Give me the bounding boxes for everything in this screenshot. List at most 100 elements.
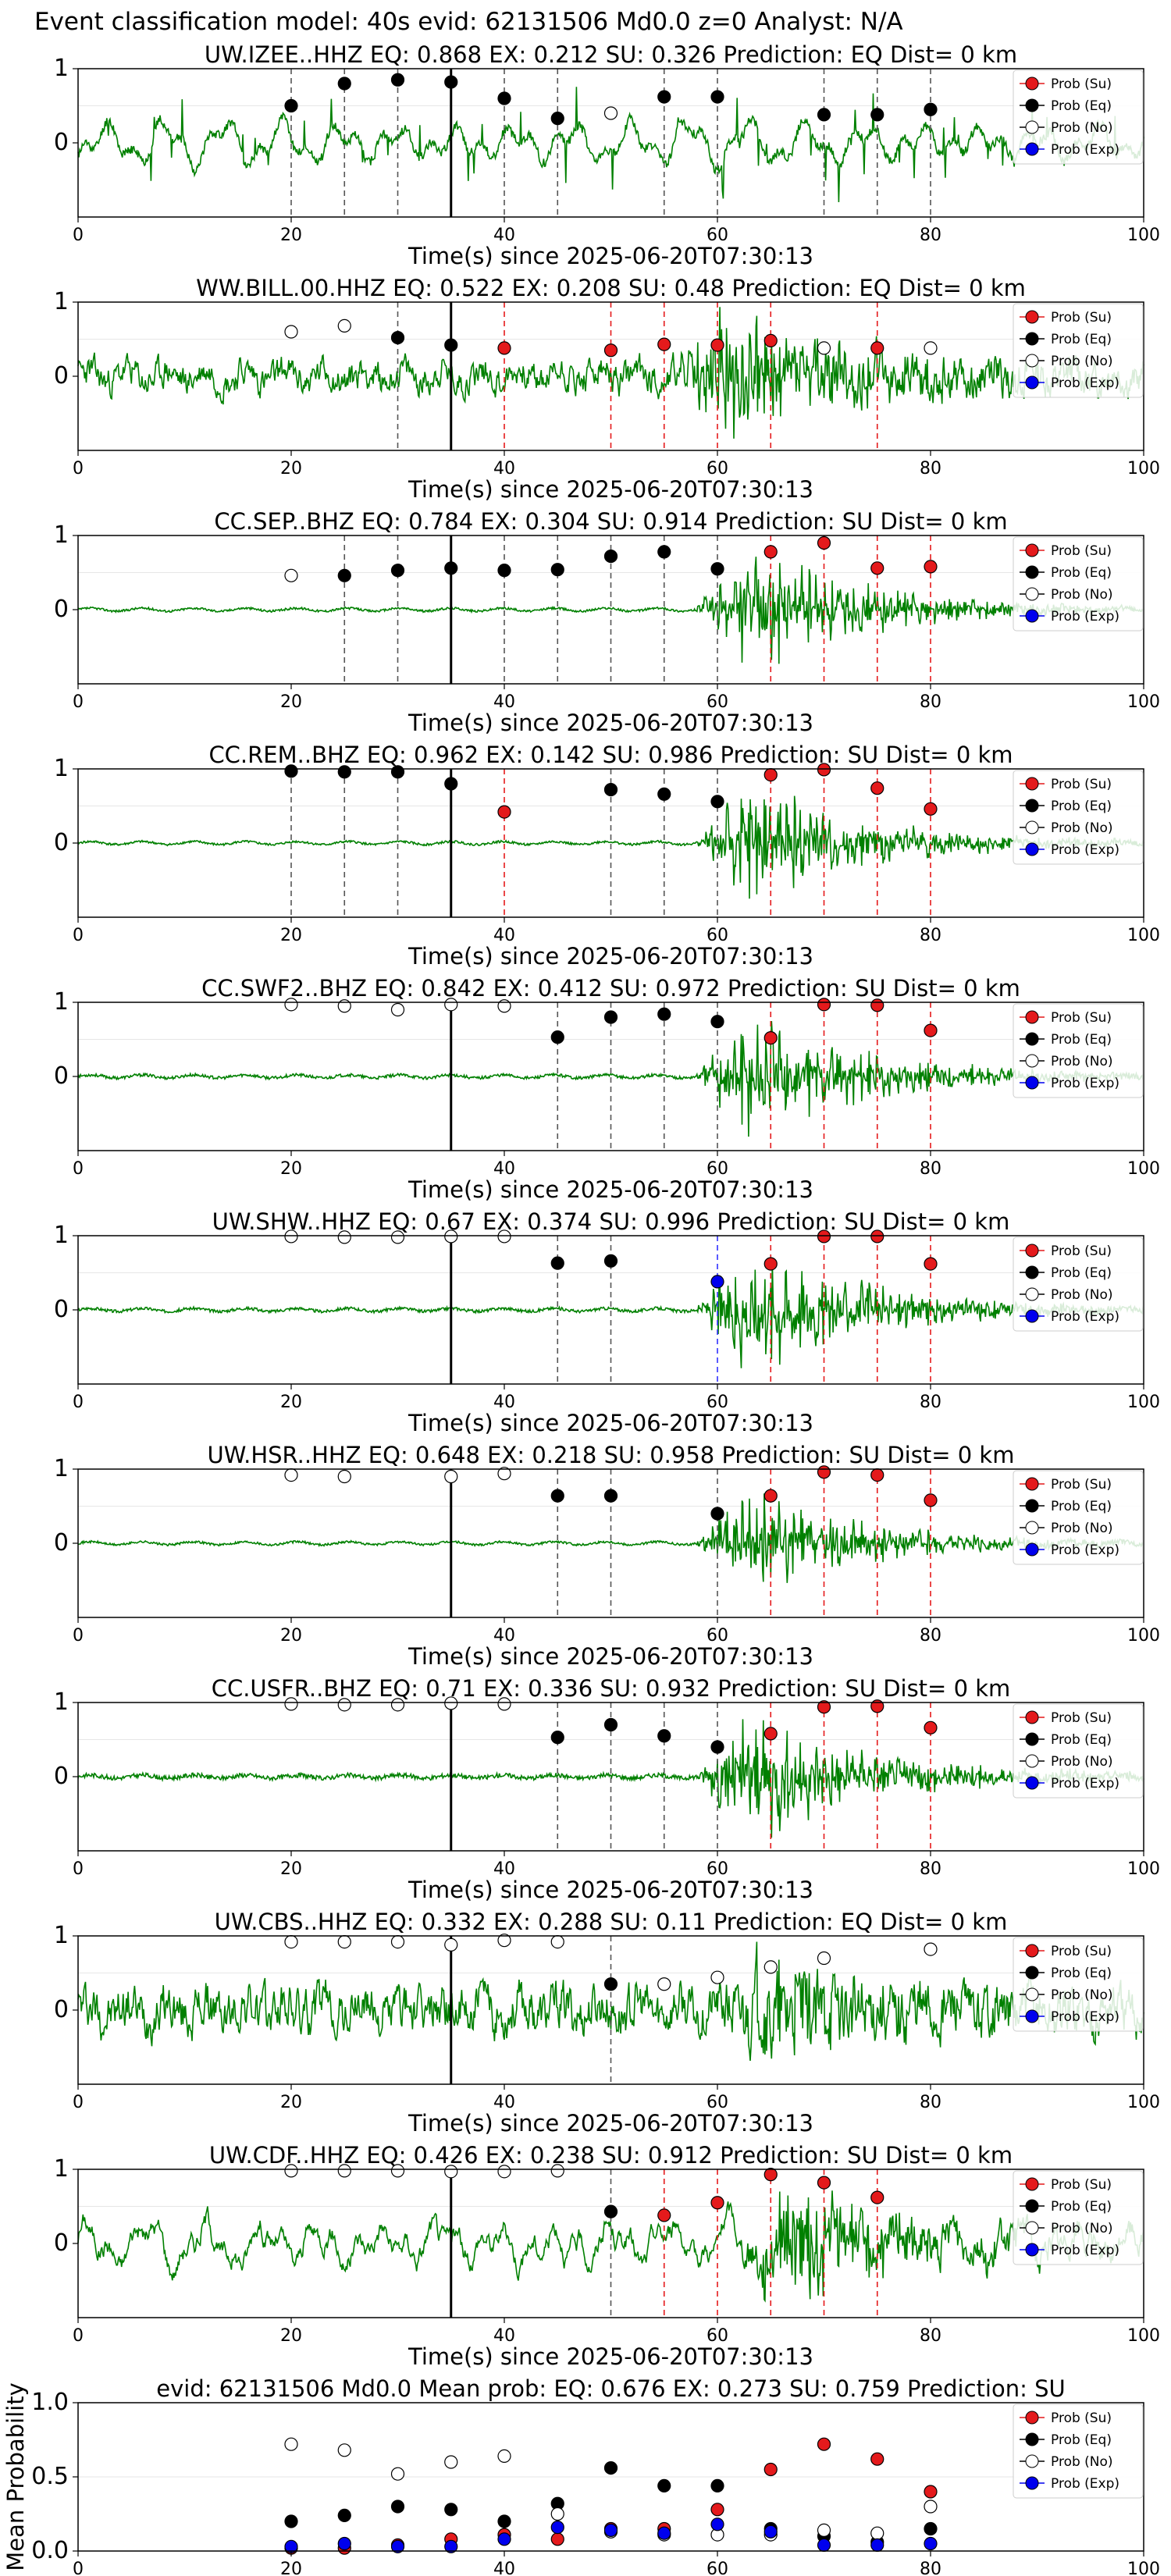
legend-marker (1025, 354, 1039, 368)
legend-label: Prob (Su) (1051, 2177, 1112, 2193)
prob-marker-eq (444, 777, 458, 791)
prob-marker-eq (284, 98, 298, 113)
x-tick-label: 20 (280, 2093, 302, 2112)
legend-label: Prob (Su) (1051, 777, 1112, 792)
x-axis-label: Time(s) since 2025-06-20T07:30:13 (408, 1643, 813, 1670)
prob-marker-eq (603, 2204, 618, 2218)
x-axis-label: Time(s) since 2025-06-20T07:30:13 (408, 943, 813, 970)
y-tick-label: 0 (54, 596, 69, 623)
x-tick-label: 40 (493, 1159, 515, 1179)
prob-marker-no (924, 1942, 938, 1956)
x-tick-label: 100 (1127, 2093, 1160, 2112)
prob-marker-eq (603, 1010, 618, 1024)
x-tick-label: 100 (1127, 1626, 1160, 1646)
y-tick-label: 0 (54, 1062, 69, 1090)
legend-box (1013, 1236, 1144, 1332)
x-tick-label: 60 (707, 226, 728, 245)
legend-marker (1025, 1287, 1039, 1301)
mean-marker-su (710, 2503, 724, 2517)
prob-marker-eq (710, 1740, 724, 1754)
mean-marker-no (444, 2455, 458, 2469)
legend-label: Prob (No) (1051, 120, 1113, 136)
y-tick-label: 0 (54, 1296, 69, 1323)
legend-label: Prob (No) (1051, 1287, 1113, 1303)
x-tick-label: 80 (920, 2560, 941, 2576)
y-tick-label: 0.5 (31, 2463, 69, 2490)
prob-marker-eq (657, 1729, 671, 1743)
waveform-panel: WW.BILL.00.HHZ EQ: 0.522 EX: 0.208 SU: 0… (54, 275, 1160, 503)
legend-marker (1025, 1076, 1039, 1090)
prob-marker-no (497, 999, 511, 1013)
panel-title: CC.REM..BHZ EQ: 0.962 EX: 0.142 SU: 0.98… (208, 742, 1013, 768)
prob-marker-eq (657, 90, 671, 104)
legend-label: Prob (No) (1051, 2221, 1113, 2236)
prob-marker-eq (550, 563, 564, 577)
legend-marker (1025, 2009, 1039, 2023)
legend-label: Prob (No) (1051, 2454, 1113, 2470)
legend-label: Prob (No) (1051, 1054, 1113, 1069)
prob-marker-no (657, 1977, 671, 1991)
waveform-panel: UW.SHW..HHZ EQ: 0.67 EX: 0.374 SU: 0.996… (54, 1208, 1160, 1436)
legend-box (1013, 1703, 1144, 1799)
x-tick-label: 0 (73, 1159, 84, 1179)
prob-marker-eq (550, 1731, 564, 1745)
prob-marker-su (817, 1465, 831, 1479)
y-tick-label: 1 (54, 988, 69, 1016)
x-tick-label: 0 (73, 459, 84, 479)
prob-marker-no (390, 2164, 405, 2178)
legend-box (1013, 536, 1144, 632)
y-tick-label: 0 (54, 362, 69, 390)
legend-marker (1025, 820, 1039, 834)
legend-label: Prob (Eq) (1051, 1732, 1112, 1748)
y-tick-label: 1 (54, 55, 69, 82)
prob-marker-eq (657, 787, 671, 801)
prob-marker-su (497, 805, 511, 819)
mean-marker-eq (710, 2478, 724, 2492)
prob-marker-eq (284, 764, 298, 778)
x-tick-label: 20 (280, 1159, 302, 1179)
legend-label: Prob (Su) (1051, 2411, 1112, 2426)
y-tick-label: 1 (54, 1455, 69, 1482)
y-tick-label: 0 (54, 2229, 69, 2257)
x-tick-label: 0 (73, 226, 84, 245)
legend-label: Prob (Su) (1051, 1244, 1112, 1259)
x-tick-label: 100 (1127, 2326, 1160, 2346)
prob-marker-eq (550, 1030, 564, 1044)
x-tick-label: 60 (707, 1393, 728, 1412)
mean-marker-no (924, 2500, 938, 2514)
legend-label: Prob (Exp) (1051, 142, 1119, 158)
legend-box (1013, 303, 1144, 398)
legend-marker (1025, 1776, 1039, 1790)
mean-marker-eq (603, 2461, 618, 2475)
panel-title: CC.SEP..BHZ EQ: 0.784 EX: 0.304 SU: 0.91… (214, 508, 1007, 535)
prob-marker-no (817, 341, 831, 355)
waveform-trace (77, 1493, 1144, 1583)
x-axis-label: Time(s) since 2025-06-20T07:30:13 (408, 1877, 813, 1903)
waveform-trace (77, 557, 1144, 664)
x-tick-label: 40 (493, 926, 515, 945)
waveform-panel: UW.CBS..HHZ EQ: 0.332 EX: 0.288 SU: 0.11… (54, 1909, 1160, 2137)
legend-marker (1025, 1966, 1039, 1980)
prob-marker-no (444, 2165, 458, 2179)
legend-label: Prob (Su) (1051, 543, 1112, 559)
prob-marker-eq (603, 782, 618, 797)
prob-marker-eq (603, 1489, 618, 1503)
prob-marker-su (497, 341, 511, 355)
legend-marker (1025, 76, 1039, 91)
mean-marker-su (924, 2485, 938, 2499)
y-tick-label: 0 (54, 1996, 69, 2023)
legend-label: Prob (Exp) (1051, 1542, 1119, 1558)
x-tick-label: 80 (920, 1393, 941, 1412)
x-tick-label: 80 (920, 1159, 941, 1179)
legend-marker (1025, 1754, 1039, 1768)
x-axis-label: Time(s) since 2025-06-20T07:30:13 (408, 2110, 813, 2137)
legend-box (1013, 2403, 1144, 2499)
waveform-trace (77, 1941, 1144, 2062)
legend-marker (1025, 1032, 1039, 1046)
legend-marker (1025, 1987, 1039, 2001)
prob-marker-su (817, 1700, 831, 1714)
prob-marker-no (337, 1698, 351, 1712)
prob-marker-su (870, 341, 884, 355)
prob-marker-eq (710, 1507, 724, 1521)
